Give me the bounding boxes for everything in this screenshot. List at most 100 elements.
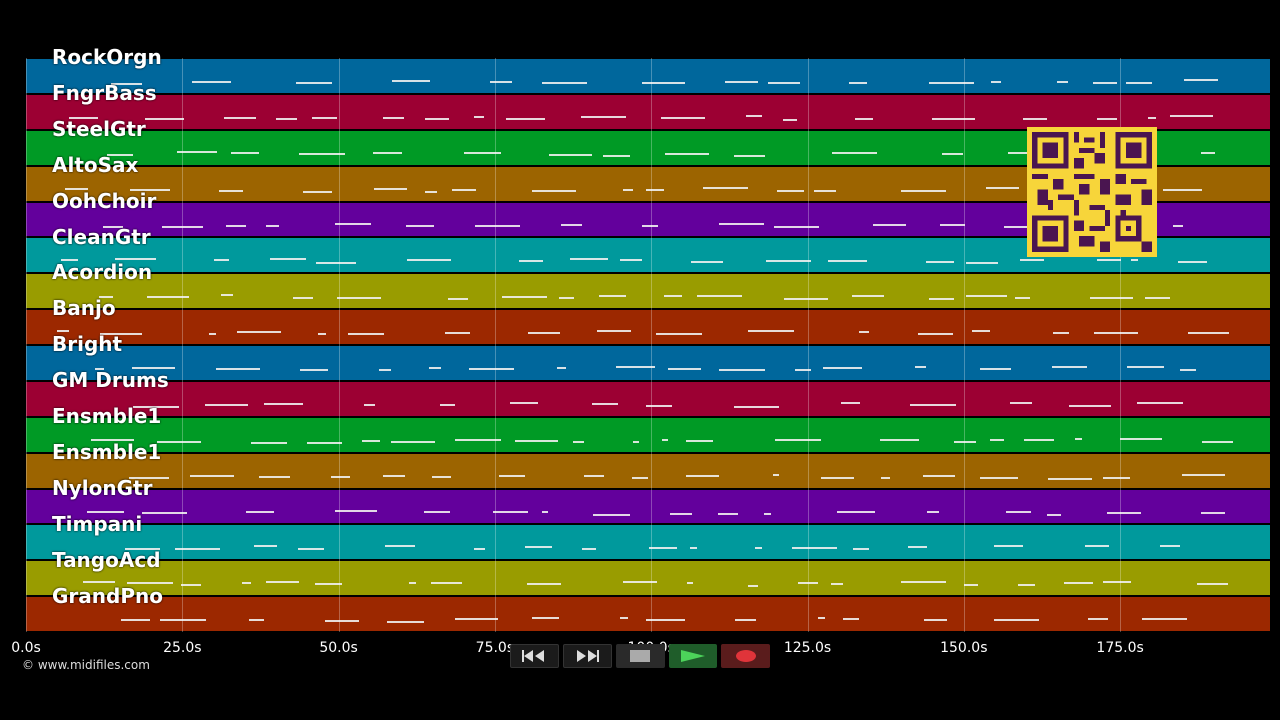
note-mark [777, 189, 805, 192]
note-mark [1056, 81, 1068, 83]
note-mark [1182, 473, 1225, 476]
note-mark [223, 116, 256, 119]
note-mark [275, 117, 298, 120]
fast-forward-button[interactable] [562, 644, 612, 668]
note-mark [1087, 618, 1109, 621]
note-mark [686, 582, 694, 585]
track-name: CleanGtr [52, 224, 151, 249]
note-mark [408, 582, 416, 585]
note-mark [718, 512, 738, 515]
note-mark [572, 440, 584, 443]
note-mark [464, 151, 501, 154]
note-mark [475, 224, 520, 227]
note-mark [980, 476, 1019, 479]
note-mark [299, 152, 345, 155]
note-mark [1102, 476, 1130, 479]
note-mark [1010, 401, 1032, 404]
track-name: Ensmble1 [52, 404, 162, 428]
note-mark [64, 187, 88, 190]
note-mark [506, 117, 545, 120]
stop-icon [630, 650, 651, 662]
note-mark [1125, 82, 1153, 84]
note-mark [525, 546, 553, 549]
note-mark [843, 618, 859, 621]
grid-line [1120, 58, 1122, 632]
grid-line [182, 58, 184, 632]
note-mark [979, 368, 1012, 370]
note-mark [331, 475, 350, 478]
note-mark [542, 82, 588, 84]
note-mark [615, 366, 655, 368]
note-mark [767, 82, 801, 84]
note-mark [528, 332, 561, 335]
note-mark [1131, 259, 1139, 262]
note-mark [831, 583, 844, 586]
note-mark [1093, 332, 1139, 335]
note-mark [598, 295, 627, 298]
note-mark [157, 440, 201, 443]
note-mark [685, 439, 713, 442]
note-mark [922, 474, 955, 477]
note-mark [129, 188, 171, 191]
record-button[interactable] [721, 644, 770, 668]
note-mark [181, 584, 201, 587]
note-mark [455, 618, 499, 621]
track-name: Banjo [52, 296, 116, 321]
note-mark [447, 298, 468, 301]
note-mark [468, 368, 515, 370]
note-mark [83, 581, 115, 584]
note-mark [929, 82, 974, 84]
note-mark [231, 151, 260, 154]
note-mark [646, 404, 672, 407]
note-mark [924, 619, 948, 622]
track-name: TangoAcd [52, 547, 161, 572]
stop-button[interactable] [615, 644, 665, 668]
note-mark [518, 260, 544, 263]
note-mark [851, 295, 884, 298]
track-lane [26, 309, 1270, 345]
note-mark [953, 440, 977, 443]
note-mark [307, 441, 343, 444]
note-mark [1202, 440, 1234, 443]
note-mark [515, 439, 558, 442]
grid-line [338, 58, 340, 632]
play-button[interactable] [668, 644, 718, 668]
note-mark [746, 114, 763, 117]
note-mark [241, 582, 252, 585]
track-name: RockOrgn [52, 45, 162, 69]
note-mark [593, 513, 630, 516]
track-name: Timpani [52, 511, 143, 536]
note-mark [718, 222, 764, 225]
note-mark [95, 368, 104, 370]
playback-controls [510, 644, 770, 670]
note-mark [106, 153, 133, 156]
note-mark [1018, 584, 1036, 587]
note-mark [772, 473, 780, 476]
note-mark [251, 441, 287, 444]
track-name: GrandPno [52, 583, 163, 608]
note-mark [1137, 401, 1183, 404]
note-mark [668, 368, 701, 370]
note-mark [492, 510, 529, 513]
note-mark [379, 369, 391, 371]
track-name: Ensmble1 [52, 439, 162, 464]
track-name: SteelGtr [52, 116, 146, 141]
note-mark [226, 224, 246, 227]
piano-roll [26, 58, 1270, 632]
note-mark [391, 440, 435, 443]
note-mark [445, 332, 471, 335]
rewind-icon [522, 650, 545, 662]
track-lane [26, 524, 1270, 561]
time-tick-label: 125.0s [783, 640, 832, 656]
note-mark [914, 366, 927, 368]
note-mark [631, 476, 648, 479]
note-mark [620, 617, 628, 620]
rewind-button[interactable] [510, 644, 559, 668]
note-mark [963, 584, 979, 587]
note-mark [406, 259, 451, 262]
note-mark [302, 190, 332, 193]
note-mark [1022, 117, 1047, 120]
note-mark [966, 295, 1007, 298]
note-mark [648, 547, 677, 550]
note-mark [764, 512, 771, 515]
